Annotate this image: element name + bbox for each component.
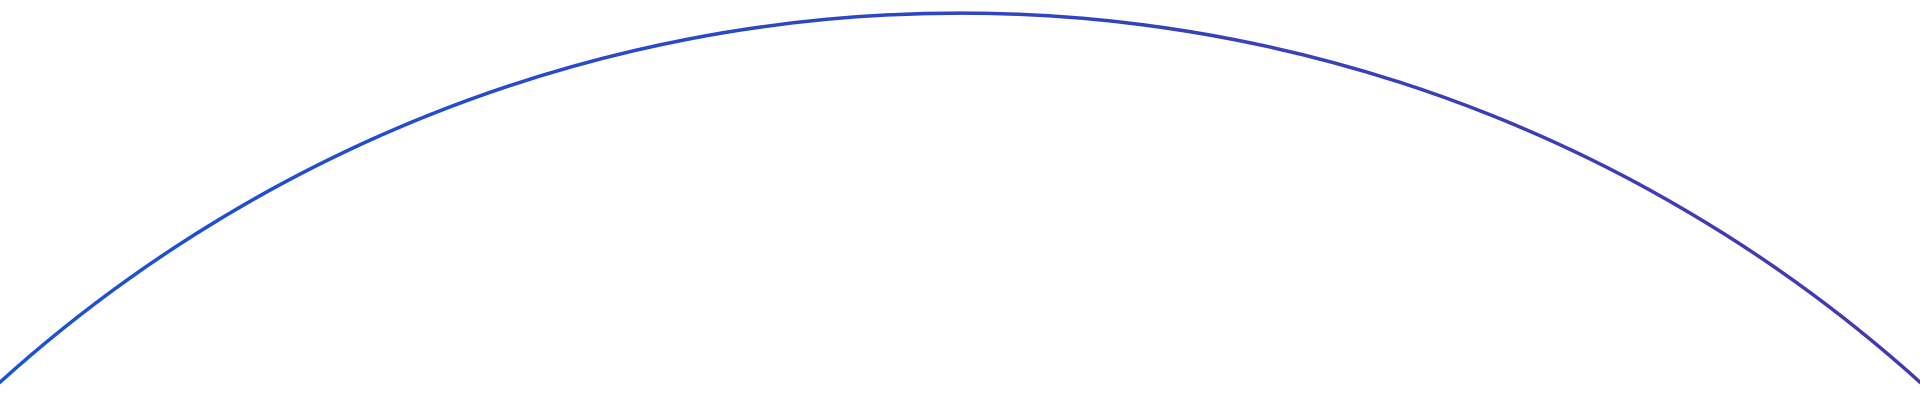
- decorative-arc: [0, 11, 1920, 385]
